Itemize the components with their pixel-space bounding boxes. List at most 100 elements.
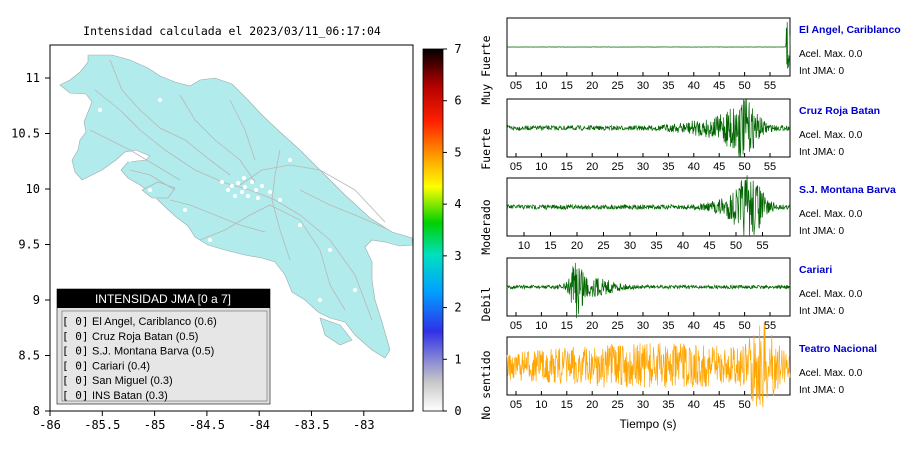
waveform-trace xyxy=(506,21,791,69)
waveform-panel: 10 15 20 25 30 35 40 45 50 55 S.J. Montana Barva Ac… xyxy=(506,175,896,252)
colorbar-tick-label: 2 xyxy=(454,301,461,315)
colorbar-category-label: No sentido xyxy=(479,350,493,419)
map-y-tick-label: 9 xyxy=(33,293,40,307)
waveform-trace xyxy=(506,262,791,319)
map-x-tick-label: -83 xyxy=(353,418,375,432)
station-accel: Acel. Max. 0.0 xyxy=(799,209,863,220)
colorbar: 0 1 2 3 4 5 6 7 No sentido Debil Moderado Fuerte Mu… xyxy=(422,35,493,420)
waveform-tick-label: 40 xyxy=(677,240,689,252)
map-x-tick-label: -85 xyxy=(144,418,166,432)
legend-item-label: Cariari (0.4) xyxy=(92,360,150,372)
waveform-tick-label: 50 xyxy=(730,240,742,252)
waveform-tick-label: 55 xyxy=(756,240,768,252)
colorbar-tick-label: 7 xyxy=(454,42,461,56)
waveform-tick-label: 10 xyxy=(535,320,547,332)
waveform-trace xyxy=(506,322,791,408)
map-legend: INTENSIDAD JMA [0 a 7] [ 0] El Angel, Car… xyxy=(56,288,271,405)
intensity-map: Intensidad calculada el 2023/03/11_06:17… xyxy=(11,24,414,432)
legend-item-label: San Miguel (0.3) xyxy=(92,375,173,387)
waveform-panel: 05 10 15 20 25 30 35 40 45 50 55 Cariari Acel. Max. … xyxy=(506,257,863,332)
map-frame xyxy=(49,44,414,412)
waveform-tick-label: 20 xyxy=(586,320,598,332)
map-x-tick-label: -85.5 xyxy=(84,418,120,432)
legend-item-label: Cruz Roja Batan (0.5) xyxy=(92,331,198,343)
map-y-tick-label: 8 xyxy=(33,404,40,418)
legend-item-value: [ 0] xyxy=(62,330,89,343)
legend-item-label: El Angel, Cariblanco (0.6) xyxy=(92,316,217,328)
station-name: Cariari xyxy=(799,264,832,276)
map-x-tick-label: -83.5 xyxy=(293,418,329,432)
station-name: Cruz Roja Batan xyxy=(799,105,880,117)
map-title: Intensidad calculada el 2023/03/11_06:17… xyxy=(83,24,381,38)
waveform-tick-label: 45 xyxy=(713,320,725,332)
map-y-tick-label: 11 xyxy=(26,71,40,85)
colorbar-tick-label: 1 xyxy=(454,352,461,366)
waveform-trace xyxy=(506,98,791,157)
legend-item-value: [ 0] xyxy=(62,345,89,358)
waveform-tick-label: 20 xyxy=(586,161,598,173)
station-dots xyxy=(98,98,374,302)
waveform-tick-label: 05 xyxy=(510,80,522,92)
waveform-tick-label: 45 xyxy=(713,80,725,92)
waveform-tick-label: 15 xyxy=(561,320,573,332)
waveform-tick-label: 45 xyxy=(713,161,725,173)
waveform-tick-label: 20 xyxy=(586,80,598,92)
waveform-tick-label: 10 xyxy=(535,161,547,173)
waveform-tick-label: 05 xyxy=(510,161,522,173)
legend-item-label: S.J. Montana Barva (0.5) xyxy=(92,346,214,358)
waveform-tick-label: 15 xyxy=(561,80,573,92)
colorbar-tick-label: 4 xyxy=(454,197,461,211)
waveform-tick-label: 40 xyxy=(688,161,700,173)
waveform-tick-label: 25 xyxy=(611,161,623,173)
waveform-tick-label: 40 xyxy=(688,320,700,332)
waveform-tick-label: 30 xyxy=(624,240,636,252)
map-roads xyxy=(89,59,386,321)
legend-item-value: [ 0] xyxy=(62,389,89,402)
station-jma: Int JMA: 0 xyxy=(799,66,844,77)
waveform-tick-label: 10 xyxy=(535,399,547,411)
map-land xyxy=(59,54,414,359)
map-y-tick-label: 10.5 xyxy=(11,127,40,141)
waveform-tick-label: 05 xyxy=(510,399,522,411)
station-accel: Acel. Max. 0.0 xyxy=(799,49,863,60)
station-jma: Int JMA: 0 xyxy=(799,306,844,317)
map-x-tick-label: -86 xyxy=(39,418,61,432)
colorbar-category-label: Muy Fuerte xyxy=(479,35,493,104)
legend-title-bar xyxy=(57,289,270,308)
waveform-tick-label: 50 xyxy=(738,320,750,332)
waveform-tick-label: 25 xyxy=(611,320,623,332)
waveform-tick-label: 50 xyxy=(738,161,750,173)
station-accel: Acel. Max. 0.0 xyxy=(799,130,863,141)
station-accel: Acel. Max. 0.0 xyxy=(799,368,863,379)
waveform-tick-label: 30 xyxy=(637,320,649,332)
waveform-tick-label: 20 xyxy=(571,240,583,252)
waveform-tick-label: 35 xyxy=(650,240,662,252)
map-y-tick-label: 9.5 xyxy=(18,238,40,252)
waveform-tick-label: 45 xyxy=(713,399,725,411)
map-x-tick-label: -84 xyxy=(248,418,270,432)
map-y-tick-label: 10 xyxy=(26,182,40,196)
legend-item-label: INS Batan (0.3) xyxy=(92,390,168,402)
waveform-panel: 05 10 15 20 25 30 35 40 45 50 55 Cruz Roja Batan Ace… xyxy=(506,98,880,173)
waveform-tick-label: 15 xyxy=(561,399,573,411)
waveform-tick-label: 15 xyxy=(544,240,556,252)
waveform-tick-label: 55 xyxy=(764,80,776,92)
time-axis-label: Tiempo (s) xyxy=(620,417,677,431)
waveform-tick-label: 35 xyxy=(662,80,674,92)
waveform-tick-label: 55 xyxy=(764,320,776,332)
colorbar-category-label: Moderado xyxy=(479,199,493,254)
waveform-tick-label: 25 xyxy=(611,80,623,92)
waveform-tick-label: 35 xyxy=(662,320,674,332)
colorbar-tick-label: 0 xyxy=(454,404,461,418)
station-name: El Angel, Cariblanco xyxy=(799,24,901,36)
colorbar-tick-label: 6 xyxy=(454,94,461,108)
waveform-tick-label: 15 xyxy=(561,161,573,173)
map-axis-ticks: -86 -85.5 -85 -84.5 -84 -83.5 -83 8 8.5 9 9.5 10 10.… xyxy=(11,71,375,432)
waveform-tick-label: 05 xyxy=(510,320,522,332)
waveform-tick-label: 35 xyxy=(662,399,674,411)
legend-title: INTENSIDAD JMA [0 a 7] xyxy=(95,292,231,306)
colorbar-gradient xyxy=(422,48,444,412)
waveform-tick-label: 40 xyxy=(688,80,700,92)
waveform-tick-label: 30 xyxy=(637,161,649,173)
